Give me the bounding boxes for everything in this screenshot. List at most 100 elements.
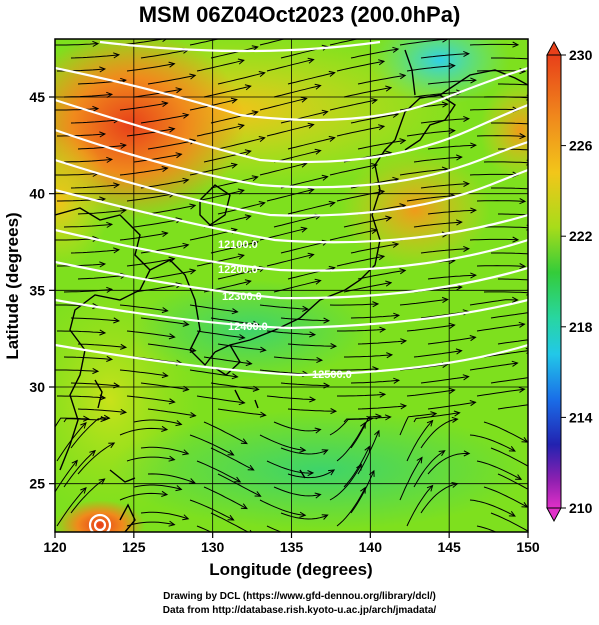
streamline <box>343 217 392 228</box>
streamline-arrowhead <box>328 70 336 77</box>
streamline <box>259 97 307 111</box>
streamline-arrowhead <box>258 201 266 207</box>
y-tick-label: 30 <box>29 379 45 395</box>
streamline-arrowhead <box>519 198 527 205</box>
streamline-arrowhead <box>168 61 176 68</box>
streamline <box>483 291 528 294</box>
streamline <box>427 79 476 85</box>
streamline-arrowhead <box>92 367 100 375</box>
streamline-arrowhead <box>314 492 322 499</box>
streamline-arrowhead <box>252 385 260 392</box>
streamline <box>420 418 458 449</box>
streamline <box>498 83 528 86</box>
streamline <box>498 278 528 281</box>
streamline-arrowhead <box>83 415 90 422</box>
streamline-arrowhead <box>108 442 116 449</box>
streamline <box>490 312 528 319</box>
streamline-arrowhead <box>237 188 245 195</box>
streamline-arrowhead <box>189 203 197 210</box>
streamline <box>483 161 528 164</box>
streamline <box>336 190 385 202</box>
streamline <box>469 362 518 371</box>
streamline <box>357 74 406 85</box>
x-tick-label: 135 <box>280 539 304 555</box>
streamline-arrowhead <box>399 138 407 145</box>
colorbar-gradient <box>546 54 562 509</box>
streamline-arrowhead <box>314 278 322 285</box>
streamline-arrowhead <box>527 469 528 470</box>
streamline <box>55 173 99 176</box>
streamline-arrowhead <box>511 296 519 303</box>
streamline <box>336 487 366 527</box>
streamline-arrowhead <box>448 322 456 329</box>
streamline-arrowhead <box>247 464 255 471</box>
streamline-arrowhead <box>533 122 539 127</box>
streamline-arrowhead <box>323 382 331 389</box>
streamline-arrowhead <box>469 400 477 407</box>
streamline <box>406 389 455 397</box>
streamline-arrowhead <box>540 213 546 218</box>
streamline <box>266 525 283 532</box>
streamline-arrowhead <box>372 301 380 308</box>
streamline-arrowhead <box>237 253 245 260</box>
streamline <box>203 486 248 510</box>
colorbar-tick-label: 214 <box>569 409 593 425</box>
streamline-arrowhead <box>251 240 259 247</box>
streamline-arrowhead <box>328 469 336 476</box>
streamline-arrowhead <box>378 254 386 261</box>
streamline <box>273 85 321 98</box>
streamline-arrowhead <box>251 110 259 117</box>
streamline-arrowhead <box>92 235 100 242</box>
streamline-arrowhead <box>533 252 539 257</box>
streamline <box>413 156 462 163</box>
streamline <box>63 288 112 293</box>
streamline-arrowhead <box>316 356 324 364</box>
streamline <box>126 63 175 72</box>
streamline <box>55 460 78 493</box>
streamline <box>399 299 448 306</box>
streamline-arrowhead <box>188 478 196 484</box>
streamline-arrowhead <box>182 320 190 327</box>
streamline <box>406 485 433 527</box>
streamline <box>119 232 168 241</box>
x-tick-label: 125 <box>122 539 146 555</box>
streamline-arrowhead <box>240 438 248 445</box>
streamline-arrowhead <box>330 343 338 350</box>
streamline <box>336 422 366 462</box>
streamline-arrowhead <box>371 98 379 104</box>
streamline <box>119 427 168 436</box>
streamline <box>189 39 221 46</box>
streamline-arrowhead <box>470 142 477 149</box>
colorbar-tick-label: 210 <box>569 500 593 516</box>
streamline-arrowhead <box>453 410 461 417</box>
streamline <box>280 512 328 520</box>
streamline-arrowhead <box>314 427 322 434</box>
streamline-arrowhead <box>314 83 322 90</box>
streamline <box>56 422 87 462</box>
streamline-arrowhead <box>161 425 169 432</box>
streamline <box>63 158 112 163</box>
streamline-arrowhead <box>308 536 314 541</box>
streamline <box>476 460 522 480</box>
streamline <box>119 102 168 111</box>
streamline-arrowhead <box>533 375 539 380</box>
streamline <box>476 200 526 202</box>
streamline <box>491 57 528 60</box>
streamline <box>133 484 182 490</box>
streamline <box>217 408 266 416</box>
streamline-arrowhead <box>161 490 169 497</box>
streamline <box>329 303 379 306</box>
streamline-arrowhead <box>512 236 520 243</box>
streamline-arrowhead <box>519 133 527 140</box>
streamline-arrowhead <box>120 207 127 214</box>
streamline <box>343 87 392 98</box>
streamline-arrowhead <box>99 131 107 138</box>
streamline <box>350 113 399 124</box>
colorbar-min-arrow <box>546 507 562 523</box>
streamline-arrowhead <box>161 101 169 108</box>
streamline-arrowhead <box>533 57 539 62</box>
streamline <box>476 323 525 332</box>
streamline <box>217 72 265 85</box>
streamline <box>427 452 470 475</box>
streamline-arrowhead <box>448 387 456 394</box>
